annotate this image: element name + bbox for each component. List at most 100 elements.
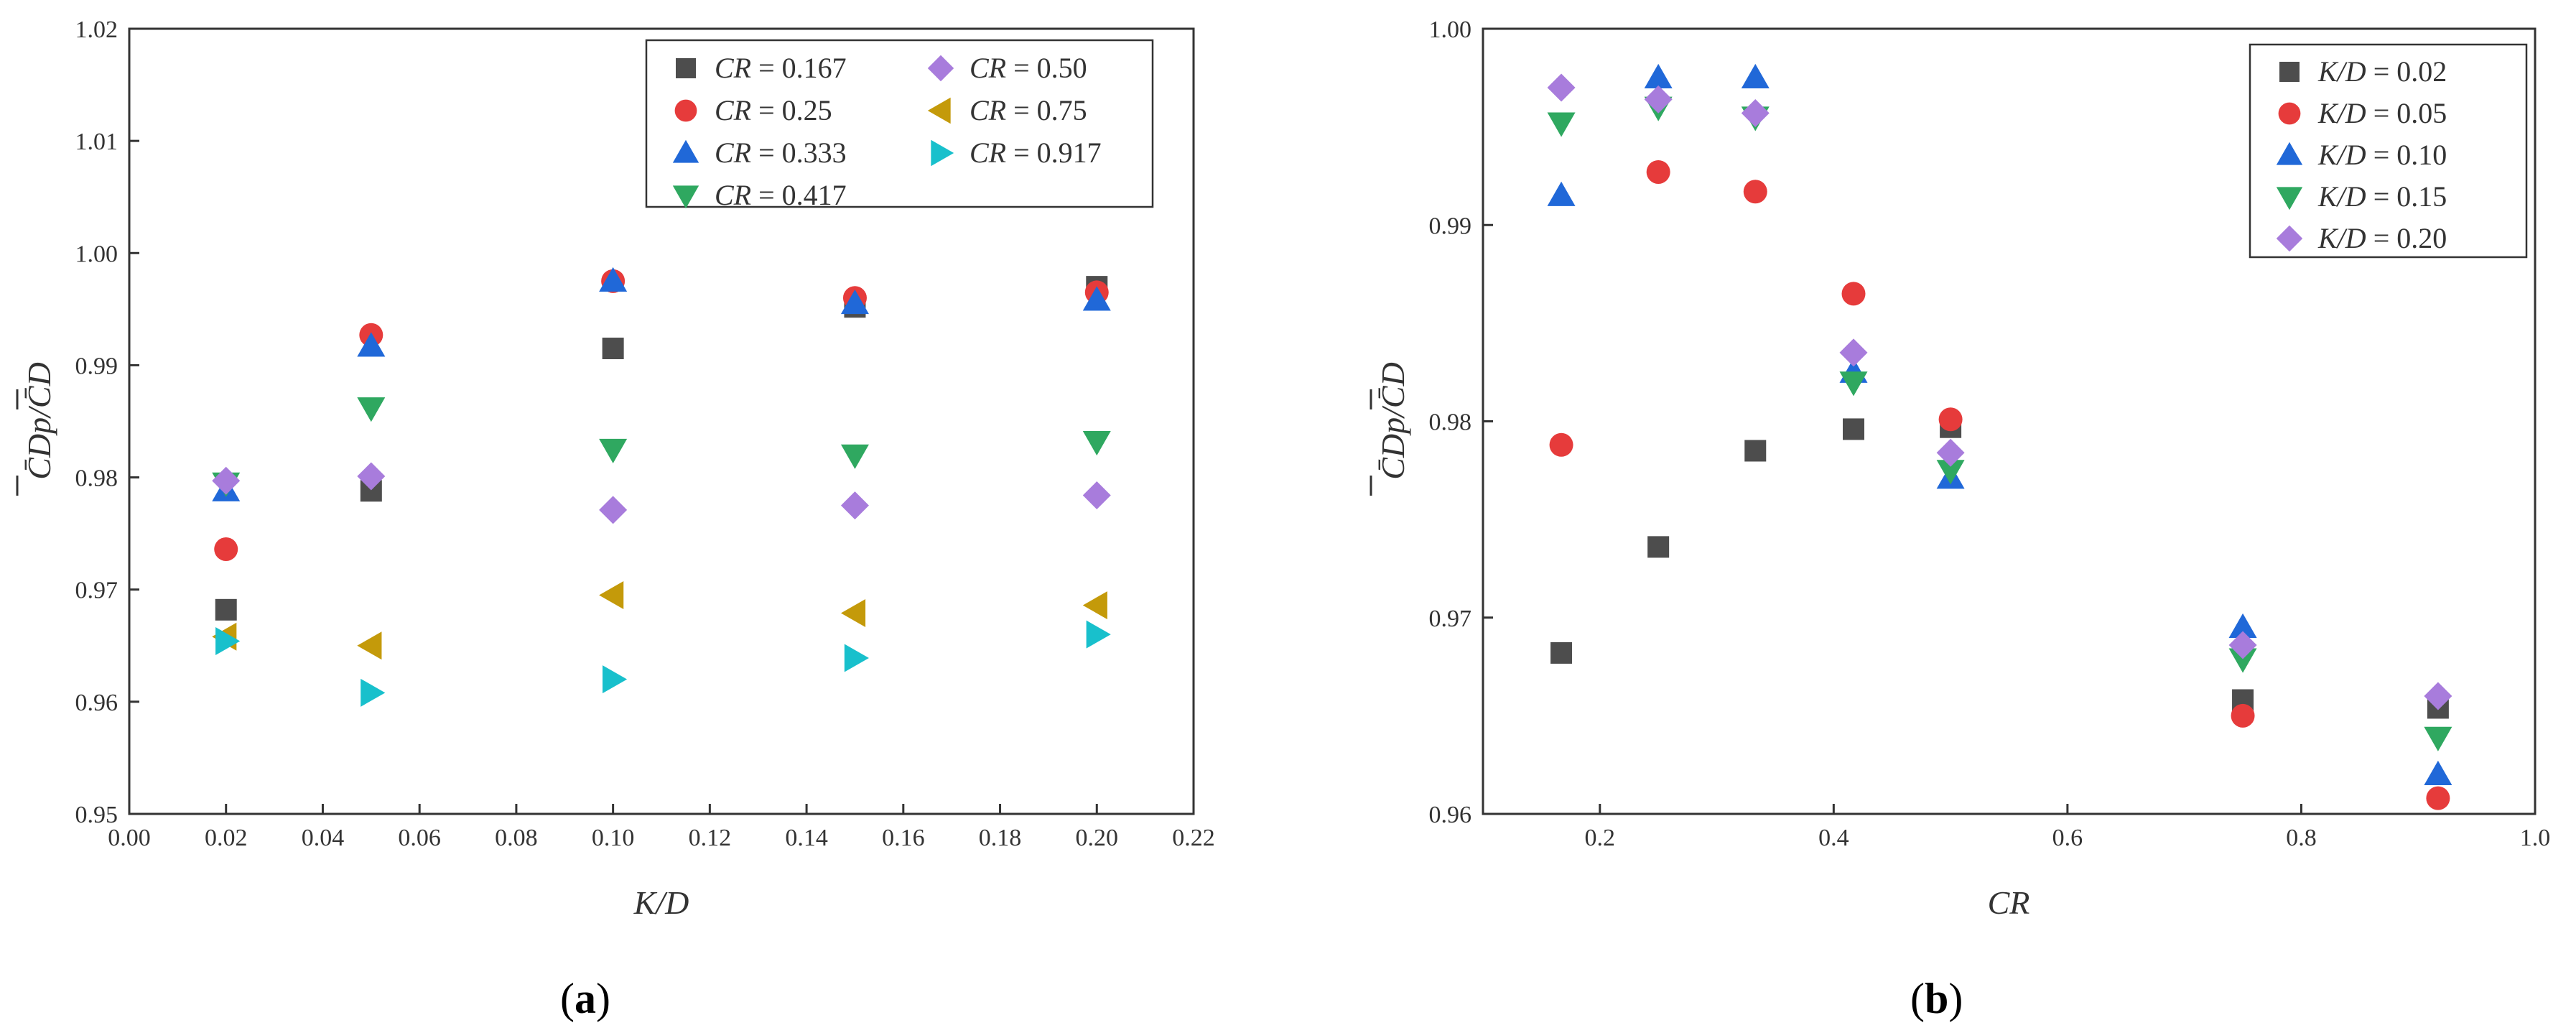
data-point (1547, 181, 1576, 206)
data-point (1646, 159, 1670, 184)
y-tick-label: 0.99 (75, 353, 118, 379)
legend-marker (2278, 102, 2301, 125)
data-point (844, 644, 869, 672)
data-point (599, 438, 628, 464)
series-triangle_up (212, 267, 1111, 501)
data-point (1743, 180, 1767, 204)
legend-label: CR = 0.75 (970, 94, 1087, 126)
chart-panel-b: 0.2 0.4 0.6 0.8 1.0 0.96 0.97 0.98 0.99 1.00 K/D… (1370, 17, 2551, 1022)
x-tick-label: 0.12 (689, 825, 732, 851)
series-diamond (1547, 73, 2452, 710)
legend-item: CR = 0.75 (927, 94, 1087, 126)
x-tick-label: 0.20 (1076, 825, 1119, 851)
legend-item: CR = 0.167 (676, 52, 847, 84)
legend-item: K/D = 0.15 (2276, 180, 2447, 213)
legend-label: CR = 0.417 (715, 179, 847, 211)
data-point (1841, 282, 1866, 306)
data-point (357, 397, 386, 422)
data-point (2424, 726, 2452, 751)
data-point (1647, 536, 1670, 558)
data-point (357, 462, 386, 491)
y-tick-label: 0.97 (75, 578, 118, 604)
data-point (1936, 438, 1965, 467)
legend-frame (645, 39, 1154, 208)
data-point (1082, 591, 1107, 620)
data-point (599, 267, 628, 292)
data-point (1839, 371, 1868, 397)
data-point (1644, 85, 1673, 114)
legend-item: CR = 0.917 (931, 136, 1102, 169)
data-point (357, 332, 386, 357)
legend-marker (931, 139, 954, 167)
data-point (599, 581, 624, 610)
plot-frame (128, 27, 1195, 815)
legend-item: K/D = 0.20 (2276, 222, 2447, 254)
x-ticks: 0.2 0.4 0.6 0.8 1.0 (1585, 804, 2551, 851)
y-ticks: 0.95 0.96 0.97 0.98 0.99 1.00 1.01 1.02 (75, 17, 139, 828)
svg-text:C̄Dp/C̄D: C̄Dp/C̄D (21, 362, 57, 480)
x-tick-label: 1.0 (2520, 825, 2551, 851)
x-tick-label: 0.08 (495, 825, 538, 851)
data-point (215, 598, 237, 621)
legend-label: K/D = 0.05 (2317, 97, 2447, 129)
data-point (357, 631, 382, 660)
data-point (1547, 112, 1576, 137)
data-point (1082, 481, 1111, 510)
data-point (840, 491, 869, 520)
data-point (603, 665, 628, 694)
legend-marker (676, 58, 696, 78)
legend: CR = 0.167 CR = 0.25 CR = 0.333 CR = 0.417 C… (645, 39, 1154, 211)
data-point (2228, 631, 2257, 659)
legend-item: K/D = 0.05 (2278, 97, 2447, 129)
y-tick-label: 0.96 (1429, 802, 1472, 828)
x-tick-label: 0.8 (2286, 825, 2317, 851)
svg-text:C̄Dp/C̄D: C̄Dp/C̄D (1375, 362, 1411, 480)
data-point (599, 496, 628, 524)
data-point (1644, 63, 1673, 88)
data-point (602, 338, 624, 360)
x-tick-label: 0.22 (1172, 825, 1215, 851)
legend-label: CR = 0.333 (715, 136, 847, 169)
y-tick-label: 0.95 (75, 802, 118, 828)
series-diamond (212, 462, 1111, 524)
data-point (2228, 613, 2257, 639)
legend-label: CR = 0.917 (970, 136, 1102, 169)
x-tick-label: 0.18 (979, 825, 1022, 851)
data-point (2424, 760, 2452, 785)
legend-marker (927, 55, 954, 82)
series-circle (1549, 159, 2450, 810)
legend-marker (674, 99, 697, 122)
y-tick-label: 0.98 (1429, 409, 1472, 436)
x-tick-label: 0.16 (882, 825, 925, 851)
legend-item: K/D = 0.02 (2279, 55, 2447, 88)
data-point (361, 678, 386, 707)
series-triangle_right (215, 620, 1111, 707)
x-axis-title: K/D (633, 884, 689, 921)
data-points (1547, 63, 2452, 810)
x-tick-label: 0.10 (592, 825, 635, 851)
legend-marker (2276, 187, 2303, 210)
legend-marker (927, 97, 951, 124)
x-tick-label: 0.4 (1818, 825, 1849, 851)
panel-label-a: (a) (560, 975, 610, 1022)
data-point (2426, 786, 2450, 810)
data-point (1843, 418, 1865, 440)
data-point (1938, 407, 1963, 432)
legend-marker (2279, 62, 2300, 82)
y-tick-label: 0.97 (1429, 606, 1472, 632)
y-tick-label: 1.00 (75, 241, 118, 267)
x-ticks: 0.00 0.02 0.04 0.06 0.08 0.10 0.12 0.14 0.16 0.18… (108, 804, 1215, 851)
data-point (2228, 648, 2257, 673)
x-tick-label: 0.14 (785, 825, 828, 851)
data-point (1936, 460, 1965, 485)
x-tick-label: 0.02 (205, 825, 248, 851)
x-tick-label: 0.04 (302, 825, 345, 851)
legend: K/D = 0.02 K/D = 0.05 K/D = 0.10 K/D = 0.15… (2249, 43, 2528, 259)
legend-label: K/D = 0.15 (2317, 180, 2447, 213)
data-point (1741, 98, 1770, 127)
legend-item: CR = 0.417 (672, 179, 847, 211)
chart-panel-a: 0.00 0.02 0.04 0.06 0.08 0.10 0.12 0.14 0.16 0.18… (16, 17, 1215, 1022)
legend-label: CR = 0.50 (970, 52, 1087, 84)
y-tick-label: 0.96 (75, 690, 118, 716)
data-point (2231, 703, 2255, 728)
